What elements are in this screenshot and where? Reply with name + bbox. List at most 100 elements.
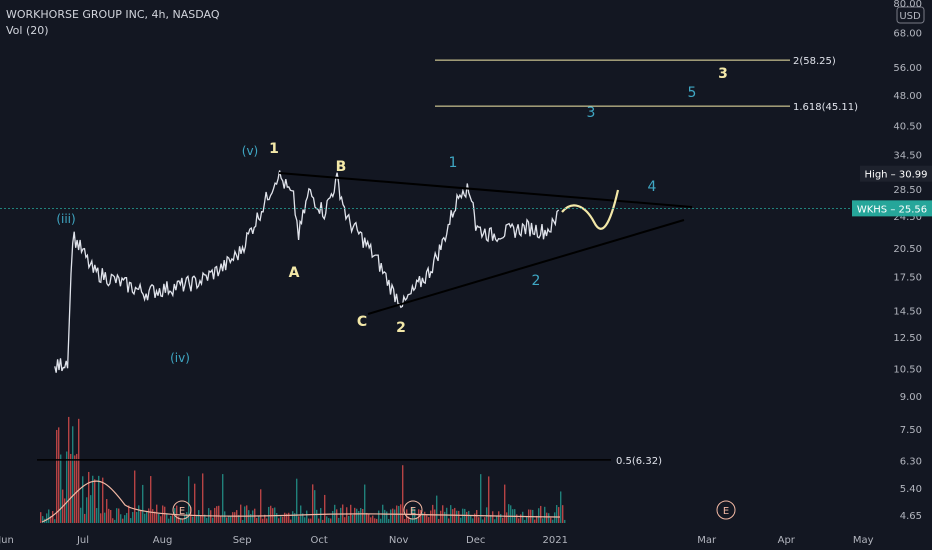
volume-bar (282, 516, 284, 523)
high-price-tag (860, 165, 932, 182)
volume-bar (132, 512, 134, 523)
volume-bar (346, 507, 348, 523)
price-axis-area (888, 0, 932, 550)
volume-bar (478, 517, 480, 523)
volume-bar (498, 511, 500, 523)
time-tick-label: 2021 (543, 535, 568, 546)
volume-bar (224, 511, 226, 523)
volume-bar (82, 476, 84, 523)
volume-bar (108, 508, 110, 523)
volume-bar (100, 513, 102, 523)
volume-bar (374, 518, 376, 523)
wave-label: B (336, 159, 347, 175)
volume-bar (378, 510, 380, 523)
volume-bar (522, 511, 524, 523)
volume-bar (198, 510, 200, 523)
volume-bar (510, 505, 512, 523)
volume-bar (112, 518, 114, 523)
volume-bar (140, 509, 142, 523)
time-tick-label: Oct (310, 535, 327, 546)
fib-level-label: 1.618(45.11) (793, 102, 858, 113)
volume-bar (400, 504, 402, 523)
volume-bar (66, 451, 68, 523)
volume-bar (200, 515, 202, 523)
volume-bar (96, 508, 98, 523)
volume-bar (162, 505, 164, 523)
wave-label: 1 (449, 155, 458, 171)
volume-bar (234, 512, 236, 523)
volume-bar (440, 510, 442, 523)
volume-bar (268, 506, 270, 523)
volume-bar (294, 513, 296, 523)
volume-bar (68, 416, 70, 523)
volume-bar (442, 505, 444, 523)
volume-bar (410, 518, 412, 523)
volume-bar (168, 518, 170, 523)
wave-label: 2 (532, 273, 541, 289)
price-tick-label: 5.40 (900, 484, 922, 495)
earnings-marker-label: E (410, 506, 416, 517)
price-tick-label: 34.50 (893, 150, 922, 161)
time-tick-label: Dec (466, 535, 485, 546)
volume-bar (304, 517, 306, 523)
volume-bar (358, 511, 360, 523)
price-tick-label: 56.00 (893, 63, 922, 74)
volume-bar (58, 427, 60, 523)
volume-bar (486, 507, 488, 523)
volume-bar (450, 505, 452, 523)
volume-bar (230, 516, 232, 523)
volume-bar (146, 511, 148, 523)
fib-level-label: 0.5(6.32) (616, 456, 662, 467)
volume-bar (338, 517, 340, 523)
volume-bar (312, 484, 314, 523)
price-tick-label: 14.50 (893, 306, 922, 317)
volume-bar (320, 508, 322, 523)
volume-bar (88, 471, 90, 523)
volume-bar (258, 515, 260, 523)
volume-bar (524, 519, 526, 523)
volume-bar (460, 517, 462, 523)
volume-bar (80, 507, 82, 523)
volume-bar (564, 519, 566, 523)
volume-bar (502, 517, 504, 523)
volume-bar (270, 505, 272, 523)
chart-symbol-title: WORKHORSE GROUP INC, 4h, NASDAQ (6, 8, 220, 21)
volume-bar (448, 518, 450, 523)
price-tick-label: 40.50 (893, 122, 922, 133)
volume-bar (420, 510, 422, 523)
volume-bar (308, 518, 310, 523)
volume-bar (228, 516, 230, 523)
volume-bar (238, 515, 240, 523)
volume-bar (526, 516, 528, 523)
volume-bar (188, 476, 190, 523)
volume-bar (480, 474, 482, 523)
price-tick-label: 4.65 (900, 511, 922, 522)
volume-bar (246, 505, 248, 523)
volume-bar (166, 513, 168, 523)
volume-bar (354, 507, 356, 523)
volume-bar (518, 518, 520, 523)
volume-bar (552, 519, 554, 523)
volume-bar (548, 513, 550, 523)
volume-bar (458, 510, 460, 523)
earnings-marker (403, 500, 423, 520)
price-tick-label: 17.50 (893, 273, 922, 284)
volume-bar (330, 518, 332, 523)
volume-bar (500, 514, 502, 523)
volume-bar (444, 511, 446, 523)
wave-label: 2 (396, 320, 406, 336)
high-price-label: High – 30.99 (865, 170, 928, 181)
volume-bar (360, 507, 362, 523)
volume-bar (120, 514, 122, 523)
volume-bar (50, 516, 52, 523)
volume-bar (484, 517, 486, 523)
volume-bar (332, 510, 334, 523)
volume-bar (300, 505, 302, 523)
volume-bar (466, 511, 468, 523)
volume-bar (562, 505, 564, 523)
volume-bar (46, 513, 48, 523)
volume-bar (266, 518, 268, 523)
volume-bar (558, 507, 560, 523)
volume-bar (344, 517, 346, 523)
